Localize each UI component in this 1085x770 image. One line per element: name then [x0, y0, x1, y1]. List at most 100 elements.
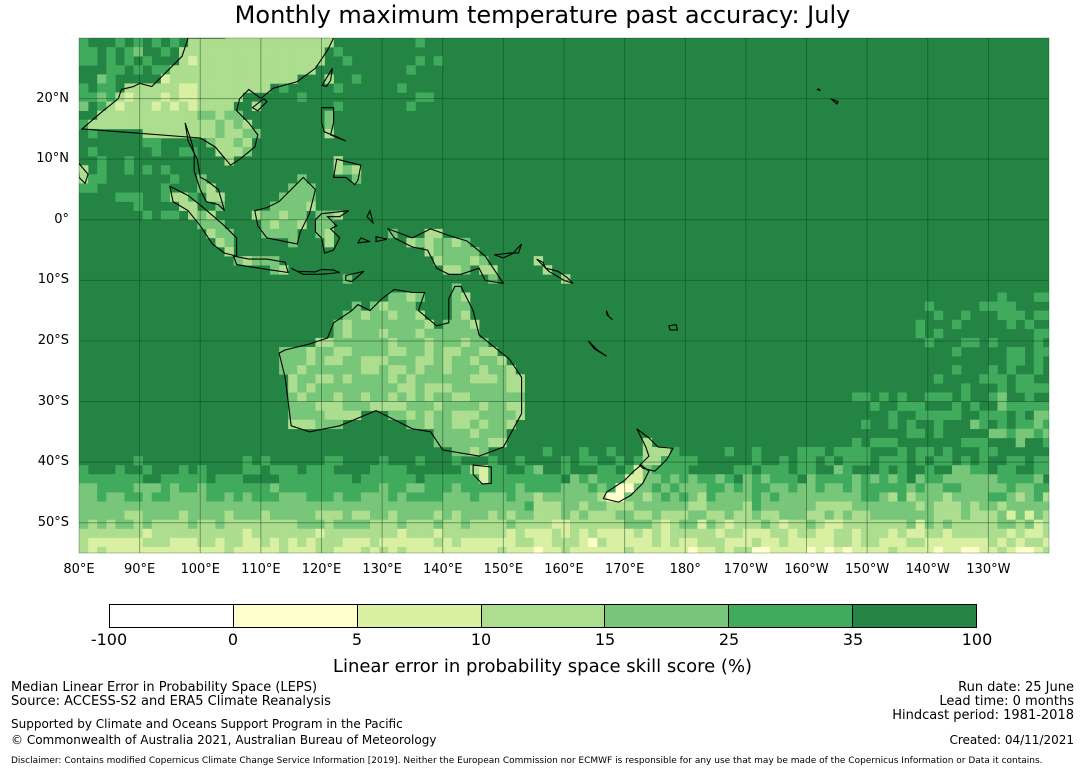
map-cell	[370, 474, 380, 484]
map-cell	[451, 374, 462, 384]
map-cell	[424, 510, 434, 520]
map-cell	[915, 483, 926, 493]
map-cell	[260, 228, 271, 239]
map-cell	[524, 501, 534, 511]
map-cell	[151, 128, 162, 139]
map-cell	[197, 219, 207, 230]
map-cell	[370, 374, 380, 384]
map-cell	[442, 328, 453, 339]
map-cell	[1033, 474, 1044, 484]
map-cell	[988, 510, 998, 520]
map-cell	[497, 437, 507, 448]
map-cell	[279, 201, 289, 211]
map-cell	[233, 38, 243, 48]
map-cell	[1015, 437, 1026, 448]
map-cell	[488, 410, 498, 421]
map-cell	[397, 328, 407, 339]
map-cell	[151, 483, 162, 493]
map-cell	[479, 383, 489, 393]
map-cell	[470, 501, 480, 511]
map-cell	[324, 347, 334, 357]
map-cell	[424, 365, 434, 375]
map-cell	[242, 119, 253, 130]
map-cell	[560, 274, 571, 284]
map-cell	[815, 474, 825, 484]
map-cell	[570, 501, 580, 511]
map-cell	[497, 428, 507, 439]
map-cell	[288, 510, 298, 520]
map-cell	[670, 483, 680, 493]
map-cell	[206, 501, 216, 511]
map-cell	[915, 474, 926, 484]
map-cell	[615, 546, 625, 553]
map-cell	[851, 446, 862, 457]
map-cell	[1024, 519, 1035, 530]
map-cell	[288, 219, 298, 230]
map-cell	[442, 337, 453, 348]
map-cell	[1006, 528, 1016, 539]
map-cell	[1024, 474, 1035, 484]
map-cell	[260, 74, 271, 84]
map-cell	[715, 501, 725, 511]
map-cell	[788, 492, 798, 502]
map-cell	[870, 510, 880, 520]
map-cell	[633, 510, 644, 520]
map-cell	[269, 210, 280, 221]
map-cell	[215, 501, 225, 511]
map-cell	[861, 519, 871, 530]
map-cell	[442, 256, 453, 266]
map-cell	[697, 519, 707, 530]
map-cell	[342, 383, 353, 393]
map-cell	[661, 510, 671, 520]
map-cell	[442, 401, 453, 411]
map-cell	[870, 519, 880, 530]
map-cell	[970, 492, 980, 502]
map-cell	[379, 501, 389, 511]
map-cell	[833, 492, 844, 502]
map-cell	[269, 537, 280, 548]
map-cell	[406, 528, 416, 539]
map-cell	[215, 483, 225, 493]
map-cell	[761, 519, 771, 530]
map-cell	[351, 401, 362, 411]
map-cell	[842, 492, 853, 502]
map-cell	[169, 74, 180, 84]
map-cell	[679, 501, 689, 511]
map-cell	[297, 374, 307, 384]
map-cell	[251, 101, 262, 112]
map-cell	[297, 65, 307, 75]
map-cell	[279, 492, 289, 502]
map-cell	[924, 528, 935, 539]
map-cell	[215, 47, 225, 57]
map-cell	[79, 537, 89, 548]
map-cell	[360, 501, 371, 511]
map-cell	[1024, 483, 1035, 493]
colorbar-tick-label: -100	[90, 630, 128, 649]
map-cell	[1024, 528, 1035, 539]
lon-tick-label: 100°E	[180, 562, 221, 577]
map-cell	[470, 510, 480, 520]
map-cell	[661, 537, 671, 548]
map-cell	[842, 456, 853, 466]
coastline	[314, 210, 350, 254]
map-cell	[342, 347, 353, 357]
map-cell	[151, 65, 162, 75]
lon-tick-label: 130°E	[362, 562, 402, 577]
map-cell	[933, 474, 944, 484]
map-cell	[370, 356, 380, 366]
map-cell	[360, 474, 371, 484]
footer-lead-time: Lead time: 0 months	[939, 694, 1074, 709]
map-cell	[751, 474, 762, 484]
map-cell	[851, 392, 862, 402]
map-cell	[224, 137, 234, 148]
map-cell	[715, 546, 725, 553]
map-cell	[79, 183, 89, 193]
map-cell	[333, 101, 344, 112]
map-cell	[979, 374, 989, 384]
map-cell	[442, 374, 453, 384]
map-cell	[451, 428, 462, 439]
map-cell	[133, 528, 143, 539]
map-cell	[1006, 347, 1016, 357]
map-cell	[779, 465, 789, 475]
map-cell	[197, 128, 207, 139]
